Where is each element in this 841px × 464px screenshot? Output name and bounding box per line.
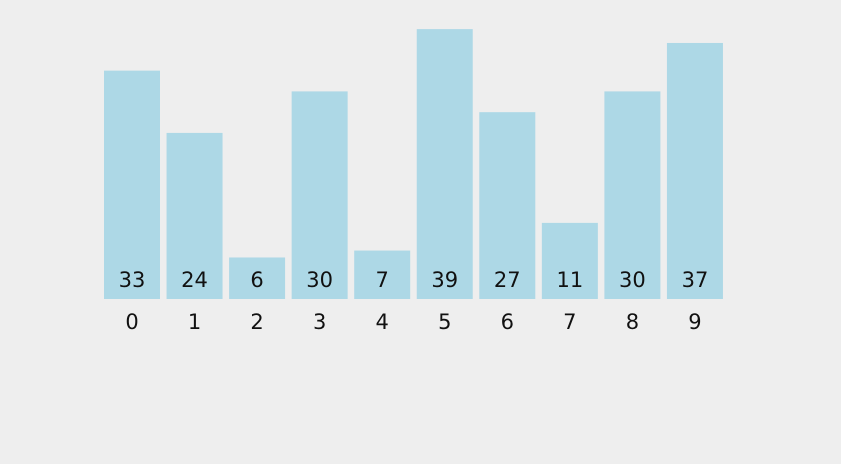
bar-value-label: 39 <box>431 268 458 292</box>
x-tick-label: 1 <box>188 310 201 334</box>
bar-value-label: 30 <box>306 268 333 292</box>
bar-value-label: 37 <box>682 268 709 292</box>
bar <box>104 70 160 299</box>
bar <box>229 257 286 299</box>
bar-value-label: 30 <box>619 268 646 292</box>
x-tick-label: 7 <box>563 310 576 334</box>
x-tick-label: 5 <box>438 310 451 334</box>
bar <box>354 250 411 299</box>
bar-value-label: 7 <box>376 268 389 292</box>
bar <box>604 91 661 300</box>
bar <box>291 91 348 300</box>
bar <box>666 42 723 300</box>
bar <box>541 222 598 299</box>
x-tick-label: 6 <box>501 310 514 334</box>
x-tick-label: 2 <box>250 310 263 334</box>
bar-value-label: 33 <box>119 268 146 292</box>
bar-value-label: 24 <box>181 268 208 292</box>
x-tick-label: 8 <box>626 310 639 334</box>
bar-value-label: 27 <box>494 268 521 292</box>
x-tick-label: 9 <box>688 310 701 334</box>
bar-value-label: 6 <box>250 268 263 292</box>
bar-value-label: 11 <box>556 268 583 292</box>
x-tick-label: 3 <box>313 310 326 334</box>
bar <box>479 112 536 299</box>
x-tick-label: 4 <box>376 310 389 334</box>
bar <box>166 132 223 299</box>
bar <box>416 29 473 300</box>
x-tick-label: 0 <box>125 310 138 334</box>
